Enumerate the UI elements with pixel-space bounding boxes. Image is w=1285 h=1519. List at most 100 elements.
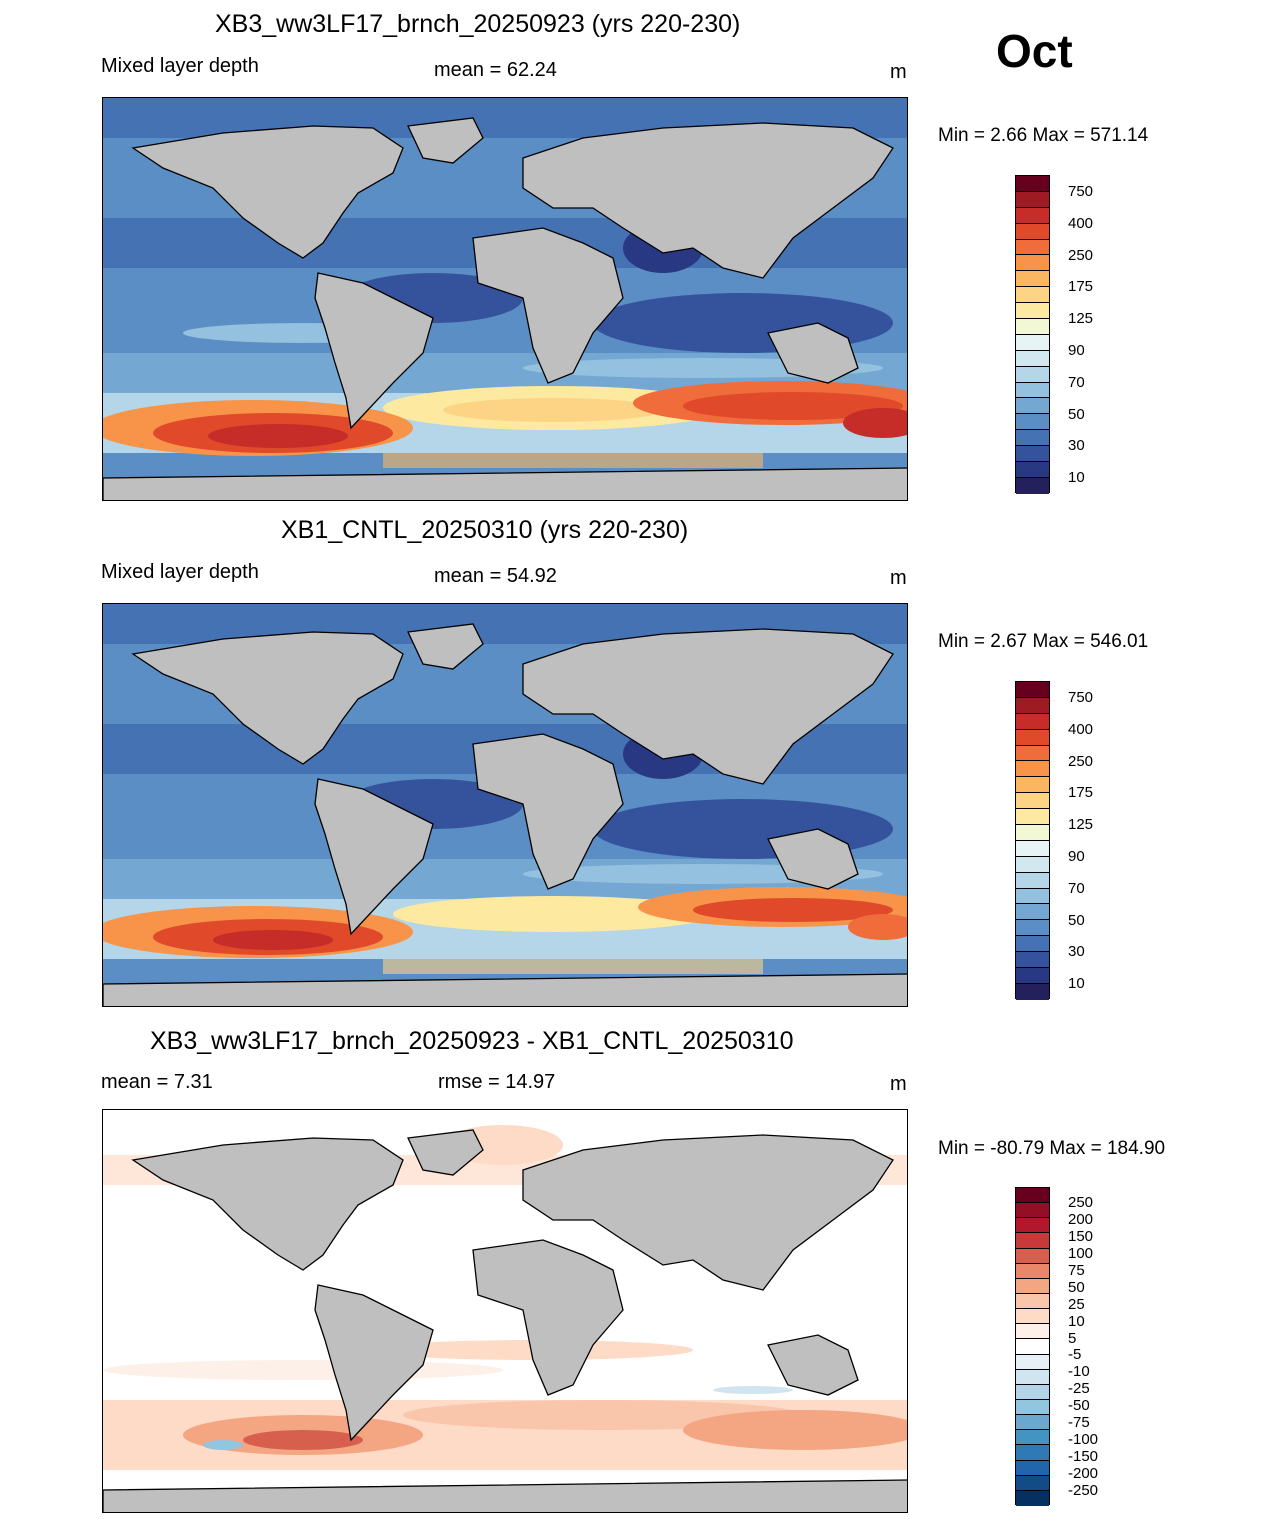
- panel3-rmse: rmse = 14.97: [438, 1071, 556, 1093]
- panel3-units: m: [890, 1073, 907, 1095]
- colorbar-label: 175: [1068, 784, 1094, 802]
- colorbar-label: 200: [1068, 1211, 1094, 1229]
- colorbar-swatch: [1016, 1490, 1049, 1506]
- colorbar-swatch: [1016, 303, 1049, 320]
- colorbar-label: 50: [1068, 911, 1085, 929]
- colorbar-label: 400: [1068, 720, 1094, 738]
- colorbar-swatch: [1016, 713, 1049, 730]
- panel2-colorbar: [1015, 681, 1050, 1000]
- colorbar-swatch: [1016, 287, 1049, 304]
- colorbar-swatch: [1016, 255, 1049, 272]
- colorbar-label: 250: [1068, 1194, 1094, 1212]
- panel1-colorbar: [1015, 175, 1050, 494]
- colorbar-label: -100: [1068, 1431, 1099, 1449]
- colorbar-swatch: [1016, 761, 1049, 778]
- colorbar-swatch: [1016, 1203, 1049, 1219]
- panel2-map: [102, 603, 908, 1007]
- colorbar-label: 250: [1068, 752, 1094, 770]
- colorbar-swatch: [1016, 1188, 1049, 1204]
- colorbar-swatch: [1016, 856, 1049, 873]
- colorbar-swatch: [1016, 462, 1049, 478]
- panel1-variable-label: Mixed layer depth: [101, 55, 259, 77]
- colorbar-label: -75: [1068, 1414, 1090, 1432]
- colorbar-swatch: [1016, 1430, 1049, 1446]
- colorbar-label: 150: [1068, 1227, 1094, 1245]
- colorbar-swatch: [1016, 777, 1049, 794]
- colorbar-swatch: [1016, 968, 1049, 984]
- colorbar-swatch: [1016, 983, 1049, 1000]
- colorbar-swatch: [1016, 1233, 1049, 1249]
- colorbar-swatch: [1016, 952, 1049, 969]
- colorbar-swatch: [1016, 1278, 1049, 1294]
- panel3-colorbar: [1015, 1187, 1050, 1506]
- panel2-title: XB1_CNTL_20250310 (yrs 220-230): [281, 516, 689, 544]
- month-label: Oct: [996, 25, 1073, 77]
- colorbar-swatch: [1016, 745, 1049, 762]
- colorbar-swatch: [1016, 1354, 1049, 1370]
- colorbar-swatch: [1016, 1309, 1049, 1325]
- colorbar-swatch: [1016, 398, 1049, 415]
- colorbar-swatch: [1016, 239, 1049, 256]
- colorbar-label: -200: [1068, 1464, 1099, 1482]
- colorbar-label: -150: [1068, 1448, 1099, 1465]
- panel2-mean: mean = 54.92: [434, 565, 557, 587]
- colorbar-swatch: [1016, 477, 1049, 494]
- colorbar-swatch: [1016, 176, 1049, 192]
- colorbar-label: 175: [1068, 278, 1094, 296]
- colorbar-swatch: [1016, 1293, 1049, 1310]
- colorbar-label: 10: [1068, 469, 1085, 487]
- colorbar-swatch: [1016, 872, 1049, 889]
- colorbar-label: 30: [1068, 943, 1085, 961]
- colorbar-swatch: [1016, 1263, 1049, 1279]
- panel2-variable-label: Mixed layer depth: [101, 561, 259, 583]
- colorbar-label: 100: [1068, 1244, 1094, 1262]
- colorbar-label: -250: [1068, 1481, 1099, 1499]
- colorbar-swatch: [1016, 904, 1049, 921]
- colorbar-swatch: [1016, 682, 1049, 698]
- colorbar-label: 75: [1068, 1261, 1085, 1279]
- colorbar-label: 5: [1068, 1329, 1077, 1347]
- colorbar-swatch: [1016, 729, 1049, 746]
- colorbar-label: 30: [1068, 437, 1085, 455]
- colorbar-label: 70: [1068, 373, 1085, 391]
- colorbar-swatch: [1016, 1475, 1049, 1491]
- colorbar-label: 750: [1068, 688, 1094, 706]
- colorbar-label: 250: [1068, 246, 1094, 264]
- colorbar-label: -50: [1068, 1397, 1090, 1415]
- colorbar-swatch: [1016, 1324, 1049, 1340]
- colorbar-swatch: [1016, 888, 1049, 905]
- colorbar-swatch: [1016, 1415, 1049, 1431]
- colorbar-swatch: [1016, 1369, 1049, 1385]
- panel3-title: XB3_ww3LF17_brnch_20250923 - XB1_CNTL_20…: [150, 1027, 794, 1055]
- colorbar-label: 125: [1068, 310, 1094, 328]
- colorbar-swatch: [1016, 382, 1049, 399]
- colorbar-label: 400: [1068, 214, 1094, 232]
- colorbar-swatch: [1016, 271, 1049, 288]
- colorbar-swatch: [1016, 809, 1049, 826]
- colorbar-label: -10: [1068, 1363, 1090, 1381]
- colorbar-swatch: [1016, 1460, 1049, 1476]
- colorbar-swatch: [1016, 446, 1049, 463]
- colorbar-swatch: [1016, 793, 1049, 810]
- colorbar-swatch: [1016, 366, 1049, 383]
- panel1-units: m: [890, 61, 907, 83]
- colorbar-label: 50: [1068, 405, 1085, 423]
- colorbar-swatch: [1016, 920, 1049, 937]
- colorbar-label: -25: [1068, 1380, 1090, 1398]
- colorbar-swatch: [1016, 1445, 1049, 1461]
- panel3-map: [102, 1109, 908, 1513]
- colorbar-label: 10: [1068, 1312, 1085, 1330]
- colorbar-swatch: [1016, 334, 1049, 351]
- colorbar-swatch: [1016, 430, 1049, 447]
- colorbar-label: 50: [1068, 1278, 1085, 1296]
- colorbar-swatch: [1016, 840, 1049, 857]
- colorbar-swatch: [1016, 191, 1049, 208]
- colorbar-label: 90: [1068, 341, 1085, 359]
- colorbar-label: 70: [1068, 879, 1085, 897]
- colorbar-label: 90: [1068, 847, 1085, 865]
- panel2-units: m: [890, 567, 907, 589]
- panel1-map: [102, 97, 908, 501]
- colorbar-swatch: [1016, 414, 1049, 431]
- panel3-mean: mean = 7.31: [101, 1071, 213, 1093]
- panel2-minmax: Min = 2.67 Max = 546.01: [938, 631, 1149, 652]
